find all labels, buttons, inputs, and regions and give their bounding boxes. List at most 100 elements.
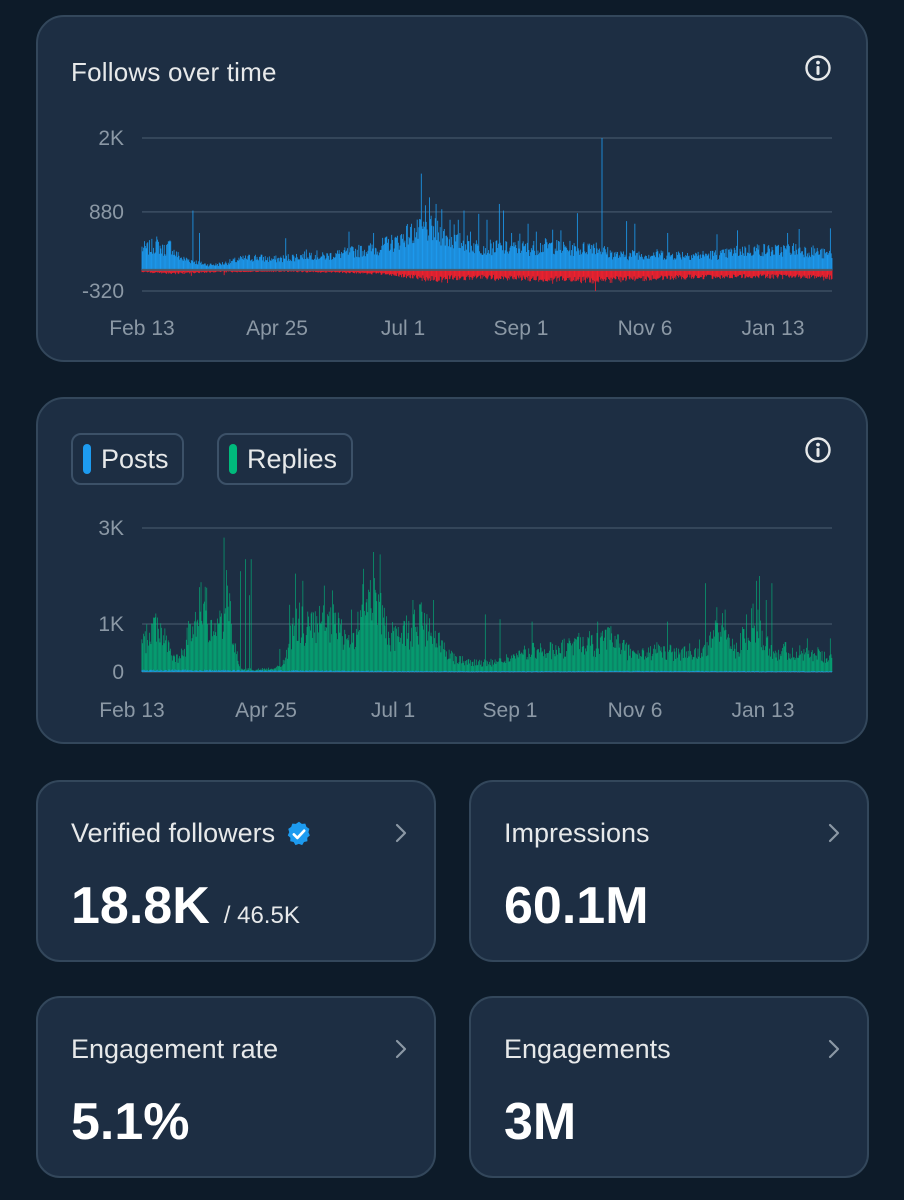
bar <box>156 641 157 672</box>
bar <box>404 621 406 672</box>
bar <box>478 269 480 276</box>
bar <box>337 639 338 672</box>
bar <box>509 671 511 673</box>
bar <box>628 256 630 270</box>
bar <box>580 637 581 672</box>
bar <box>617 269 619 277</box>
bar <box>680 257 682 270</box>
bar <box>155 670 157 672</box>
bar <box>749 670 751 672</box>
bar <box>753 269 755 277</box>
bar <box>272 259 274 270</box>
bar <box>315 670 317 672</box>
bar <box>622 639 624 672</box>
bar <box>667 671 668 672</box>
bar <box>439 671 441 673</box>
bar <box>735 269 737 277</box>
bar <box>637 259 639 270</box>
engagements-card[interactable]: Engagements 3M <box>469 996 869 1178</box>
bar <box>535 657 536 672</box>
bar <box>357 257 359 270</box>
legend-posts-toggle[interactable]: Posts <box>71 433 184 485</box>
bar <box>393 627 395 672</box>
bar <box>514 242 516 270</box>
verified-followers-card[interactable]: Verified followers 18.8K/ 46.5K <box>36 780 436 962</box>
bar <box>406 638 408 672</box>
bar <box>747 637 749 672</box>
bar <box>599 637 601 672</box>
legend-replies-toggle[interactable]: Replies <box>217 433 353 485</box>
bar <box>489 671 490 673</box>
bar <box>458 662 460 672</box>
bar <box>788 269 790 278</box>
bar <box>743 629 745 672</box>
bar <box>333 612 335 672</box>
bar <box>569 240 571 270</box>
bar <box>349 252 351 270</box>
impressions-card[interactable]: Impressions 60.1M <box>469 780 869 962</box>
bar <box>529 269 531 282</box>
bar <box>584 654 585 672</box>
bar <box>498 661 499 672</box>
bar <box>459 233 461 270</box>
bar <box>203 264 205 270</box>
bar <box>631 671 633 673</box>
bar <box>629 655 631 672</box>
bar <box>673 259 674 270</box>
engagement-rate-card[interactable]: Engagement rate 5.1% <box>36 996 436 1178</box>
bar <box>551 269 553 278</box>
bar <box>711 671 713 672</box>
bar <box>703 671 705 673</box>
bar <box>305 643 306 672</box>
bar <box>420 670 421 672</box>
bar <box>537 649 539 672</box>
info-icon[interactable] <box>804 436 832 464</box>
bar <box>710 631 711 672</box>
bar <box>473 269 475 277</box>
bar <box>558 269 559 278</box>
bar <box>236 262 237 270</box>
bar <box>506 654 507 672</box>
bar <box>794 269 796 278</box>
bar <box>355 670 356 672</box>
bar <box>711 269 713 279</box>
bar <box>697 251 699 270</box>
bar <box>394 650 396 672</box>
bar <box>227 606 229 672</box>
bar <box>436 269 438 282</box>
bar <box>783 643 784 672</box>
bar <box>399 269 401 275</box>
bar <box>470 269 472 278</box>
bar <box>467 269 469 275</box>
bar <box>637 670 639 672</box>
bar <box>544 269 546 281</box>
bar <box>610 671 612 673</box>
bar <box>785 249 787 270</box>
bar <box>610 253 612 270</box>
bar <box>600 670 602 672</box>
bar <box>619 643 621 672</box>
bar <box>390 269 392 274</box>
bar <box>781 252 783 270</box>
info-icon[interactable] <box>804 54 832 82</box>
bar <box>278 666 280 672</box>
bar <box>203 269 205 273</box>
bar <box>812 269 814 276</box>
bar <box>665 259 667 270</box>
bar <box>809 657 811 672</box>
bar <box>155 241 157 270</box>
bar <box>170 241 172 270</box>
bar <box>746 671 747 673</box>
bar <box>466 671 468 673</box>
bar <box>815 269 816 277</box>
bar <box>523 671 525 673</box>
bar <box>537 671 539 673</box>
bar <box>553 671 555 672</box>
bar <box>362 584 364 672</box>
bar <box>565 246 567 270</box>
bar <box>737 269 738 277</box>
bar <box>147 269 149 273</box>
bar <box>192 210 194 270</box>
bar <box>456 234 458 270</box>
bar <box>162 244 163 270</box>
